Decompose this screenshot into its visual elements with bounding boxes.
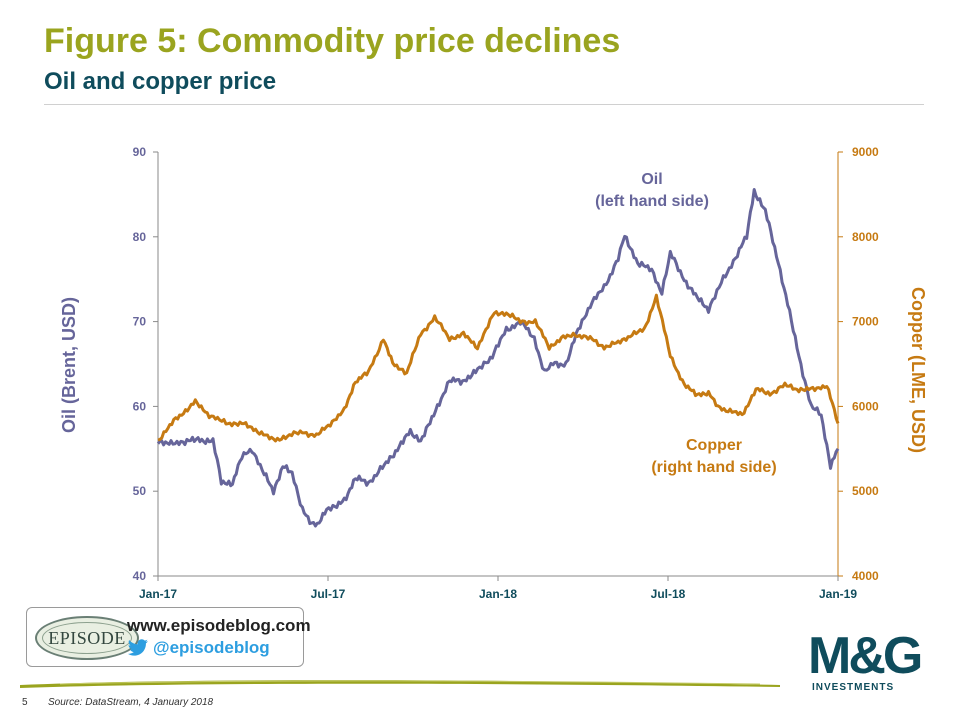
right-tick-label: 4000 (852, 569, 879, 583)
left-axis-title: Oil (Brent, USD) (59, 297, 79, 433)
twitter-handle: @episodeblog (153, 638, 270, 657)
series-layer (156, 188, 840, 528)
right-tick-label: 8000 (852, 230, 879, 244)
right-tick-label: 7000 (852, 315, 879, 329)
page-subtitle: Oil and copper price (44, 68, 277, 95)
x-tick-label: Jan-19 (819, 587, 857, 601)
source-note: Source: DataStream, 4 January 2018 (48, 697, 214, 708)
episode-brand-box: EPISODE www.episodeblog.com @episodeblog (26, 607, 311, 667)
left-tick-label: 50 (133, 484, 147, 498)
twitter-bird-icon (127, 639, 148, 656)
header-divider (44, 104, 924, 105)
twitter-row[interactable]: @episodeblog (127, 638, 270, 658)
mg-logo: M&G (808, 627, 923, 685)
right-tick-label: 6000 (852, 399, 879, 413)
left-tick-label: 60 (133, 399, 147, 413)
copper-annotation-label: Copper (686, 437, 742, 454)
left-tick-label: 90 (133, 145, 147, 159)
left-tick-label: 80 (133, 230, 147, 244)
x-tick-label: Jan-18 (479, 587, 517, 601)
axes-layer: 40 50 60 70 80 90 4000 5000 6000 7000 8000 9000 Jan-… (133, 145, 879, 601)
right-tick-label: 5000 (852, 484, 879, 498)
copper-annotation-sublabel: (right hand side) (651, 459, 776, 476)
website-link[interactable]: www.episodeblog.com (127, 616, 311, 635)
left-tick-label: 40 (133, 569, 147, 583)
mg-investments-label: INVESTMENTS (812, 682, 895, 693)
right-axis-title: Copper (LME, USD) (908, 287, 928, 453)
right-tick-label: 9000 (852, 145, 879, 159)
footer-swoosh (20, 680, 780, 688)
x-tick-label: Jan-17 (139, 587, 177, 601)
episode-logo: EPISODE (35, 616, 139, 660)
copper-series-line (157, 293, 840, 443)
left-tick-label: 70 (133, 315, 147, 329)
oil-series-line (156, 188, 840, 528)
oil-annotation-label: Oil (641, 171, 662, 188)
episode-logo-text: EPISODE (48, 627, 126, 648)
x-tick-label: Jul-18 (651, 587, 686, 601)
x-tick-label: Jul-17 (311, 587, 346, 601)
label-layer: Oil (Brent, USD) Copper (LME, USD) Oil (… (59, 171, 928, 476)
page-title: Figure 5: Commodity price declines (44, 22, 621, 60)
page-number: 5 (22, 697, 28, 708)
oil-annotation-sublabel: (left hand side) (595, 193, 709, 210)
